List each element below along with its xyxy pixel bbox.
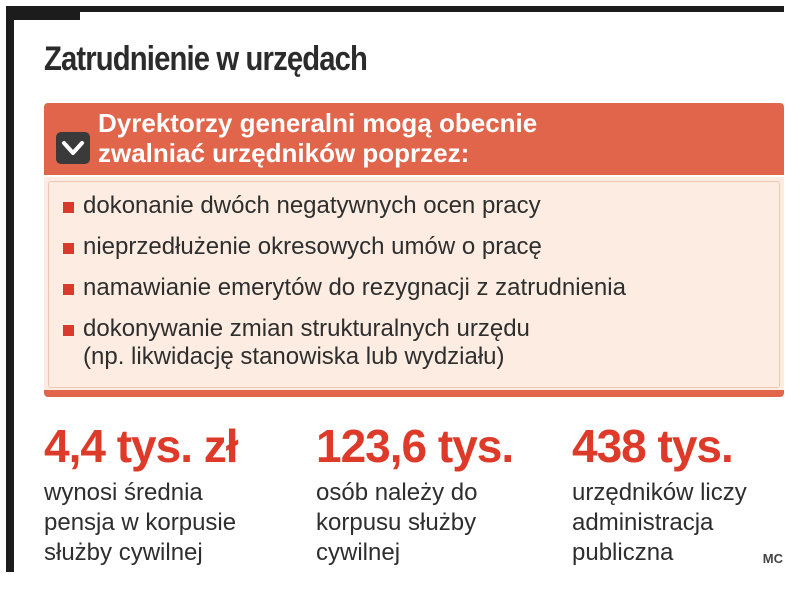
frame-corner — [6, 6, 80, 20]
stat-description: wynosi średnia pensja w korpusie służby … — [44, 478, 238, 568]
stat-description-line: osób należy do — [316, 479, 478, 506]
stat-average-salary: 4,4 tys. zł wynosi średnia pensja w korp… — [44, 420, 239, 568]
bullet-square-icon — [63, 284, 74, 295]
stat-value: 438 tys. — [572, 420, 734, 472]
stat-civil-service-count: 123,6 tys. osób należy do korpusu służby… — [316, 420, 514, 568]
info-box-heading: Dyrektorzy generalni mogą obecnie zwalni… — [98, 108, 537, 168]
frame-left-rule — [6, 6, 14, 572]
list-item: namawianie emerytów do rezygnacji z zatr… — [63, 274, 626, 302]
frame-top-rule — [6, 6, 784, 12]
bullet-square-icon — [63, 243, 74, 254]
heading-line: Dyrektorzy generalni mogą obecnie — [98, 108, 538, 138]
list-item-text: (np. likwidację stanowiska lub wydziału) — [83, 343, 505, 370]
list-item-text: namawianie emerytów do rezygnacji z zatr… — [83, 274, 626, 301]
bullet-square-icon — [63, 202, 74, 213]
reasons-list: dokonanie dwóch negatywnych ocen pracy n… — [63, 192, 626, 384]
infographic-title: Zatrudnienie w urzędach — [44, 40, 368, 78]
list-item: dokonywanie zmian strukturalnych urzędu … — [63, 315, 626, 371]
info-box-header: Dyrektorzy generalni mogą obecnie zwalni… — [44, 103, 784, 175]
chevron-down-icon-glyph — [62, 141, 84, 155]
author-credit: MC — [762, 551, 783, 566]
list-item-text: dokonywanie zmian strukturalnych urzędu — [83, 315, 530, 342]
stat-description: urzędników liczy administracja publiczna — [572, 478, 747, 568]
stat-public-administration-count: 438 tys. urzędników liczy administracja … — [572, 420, 747, 568]
stat-description-line: służby cywilnej — [44, 539, 203, 566]
stat-description-line: administracja — [572, 509, 714, 536]
stat-description: osób należy do korpusu służby cywilnej — [316, 478, 513, 568]
stat-value: 123,6 tys. — [316, 420, 514, 472]
stat-description-line: cywilnej — [316, 539, 401, 566]
list-item: dokonanie dwóch negatywnych ocen pracy — [63, 192, 626, 220]
list-item: nieprzedłużenie okresowych umów o pracę — [63, 233, 626, 261]
stat-description-line: korpusu służby — [316, 509, 477, 536]
stat-description-line: wynosi średnia — [44, 479, 203, 506]
stat-description-line: pensja w korpusie — [44, 509, 237, 536]
info-box-inner: dokonanie dwóch negatywnych ocen pracy n… — [48, 181, 780, 388]
list-item-text: nieprzedłużenie okresowych umów o pracę — [83, 233, 542, 260]
chevron-down-icon — [56, 132, 90, 164]
stat-description-line: urzędników liczy — [572, 479, 747, 506]
stat-value: 4,4 tys. zł — [44, 420, 239, 472]
list-item-text: dokonanie dwóch negatywnych ocen pracy — [83, 192, 541, 219]
bullet-square-icon — [63, 325, 74, 336]
stat-description-line: publiczna — [572, 539, 674, 566]
heading-line: zwalniać urzędników poprzez: — [98, 138, 470, 168]
info-box-body: dokonanie dwóch negatywnych ocen pracy n… — [44, 177, 784, 397]
